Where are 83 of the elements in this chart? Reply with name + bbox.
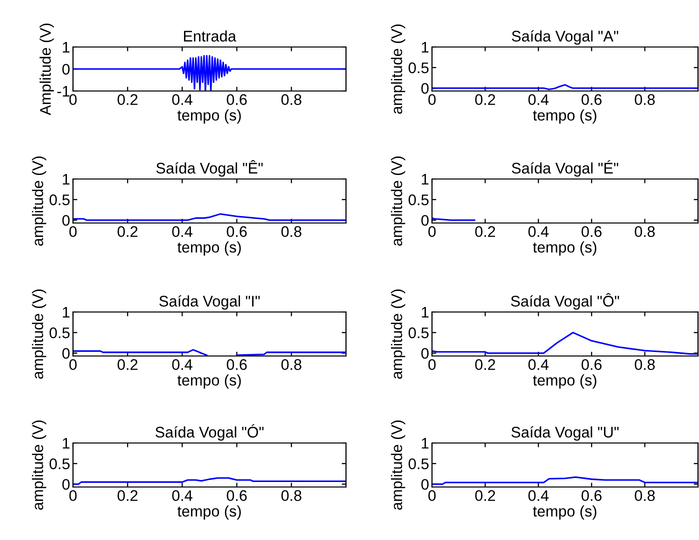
y-tick-label: 0 [421, 348, 429, 359]
y-axis-title: amplitude (V) [32, 290, 46, 379]
x-tick-label: 0.4 [172, 490, 192, 501]
x-tick-label: 0.2 [475, 226, 496, 237]
x-tick-label: 0.6 [226, 226, 247, 237]
chart-title: Saída Vogal "Ê" [156, 160, 263, 177]
x-tick-label: 0.8 [281, 490, 302, 501]
y-tick-label: 1 [62, 174, 70, 185]
y-tick-label: 0.5 [50, 327, 70, 338]
x-tick-label: 0.2 [475, 490, 496, 501]
line-series [432, 476, 698, 485]
x-tick-label: 0.6 [582, 359, 602, 370]
x-tick-label: 0.2 [475, 359, 496, 370]
x-tick-label: 0.6 [582, 226, 602, 237]
x-tick-label: 0.8 [634, 359, 655, 370]
x-axis-title: tempo (s) [532, 109, 596, 124]
x-axis-title: tempo (s) [177, 241, 241, 256]
x-tick-label: 0.8 [281, 94, 302, 105]
x-axis-title: tempo (s) [532, 374, 596, 389]
x-axis-title: tempo (s) [177, 109, 241, 124]
x-tick-label: 0.2 [118, 226, 138, 237]
x-axis-title: tempo (s) [177, 374, 241, 389]
line-series [73, 213, 346, 221]
y-tick-label: 0 [62, 64, 70, 75]
x-tick-label: 0.6 [582, 490, 602, 501]
chart-title: Saída Vogal "A" [512, 30, 618, 45]
x-tick-label: 0.4 [528, 226, 549, 237]
chart-title: Saída Vogal "I" [159, 295, 260, 310]
y-tick-label: 1 [422, 174, 428, 185]
x-tick-label: 0.6 [226, 359, 247, 370]
x-tick-label: 0.4 [528, 94, 549, 105]
y-axis-title: amplitude (V) [390, 290, 406, 379]
y-tick-label: 0 [421, 82, 429, 94]
y-tick-label: 0.5 [408, 62, 429, 74]
y-tick-label: 0 [421, 214, 429, 226]
x-tick-label: 0.6 [582, 94, 602, 105]
y-tick-label: 0 [421, 478, 429, 490]
line-series [73, 477, 346, 485]
y-axis-title: amplitude (V) [390, 156, 406, 246]
x-tick-label: 0.8 [281, 359, 302, 370]
y-axis-title: amplitude (V) [390, 24, 406, 114]
x-tick-label: 0.2 [475, 94, 496, 105]
x-tick-label: 0.4 [528, 490, 549, 501]
y-tick-label: 1 [422, 438, 428, 449]
y-tick-label: 0.5 [408, 458, 429, 470]
y-tick-label: 1 [62, 307, 70, 318]
chart-title: Saída Vogal "Ó" [156, 424, 264, 441]
x-tick-label: 0.2 [118, 359, 138, 370]
chart-title: Saída Vogal "U" [511, 426, 619, 441]
y-tick-label: 0.5 [50, 458, 70, 470]
x-tick-label: 0.6 [226, 94, 247, 105]
chart-title: Saída Vogal "É" [512, 160, 618, 177]
y-tick-label: 0 [62, 214, 70, 226]
chart-title: Saída Vogal "Ô" [511, 293, 620, 310]
chart-title: Entrada [184, 30, 236, 42]
x-axis-title: tempo (s) [177, 505, 241, 520]
x-axis-title: tempo (s) [532, 241, 596, 256]
x-tick-label: 0.8 [281, 226, 302, 237]
x-tick-label: 0.8 [634, 490, 655, 501]
y-tick-label: 0 [62, 348, 70, 359]
y-tick-label: 0.5 [50, 194, 70, 206]
x-tick-label: 0.8 [634, 94, 655, 105]
y-axis-title: amplitude (V) [32, 156, 46, 246]
x-tick-label: 0.4 [528, 359, 549, 370]
y-axis-title: amplitude (V) [390, 420, 406, 510]
x-tick-label: 0.4 [172, 94, 192, 105]
x-axis-title: tempo (s) [532, 505, 596, 520]
y-tick-label: 0.5 [408, 194, 429, 206]
x-tick-label: 0.4 [172, 359, 192, 370]
y-tick-label: 1 [62, 42, 70, 53]
y-tick-label: 0.5 [408, 327, 429, 338]
x-tick-label: 0.8 [634, 226, 655, 237]
x-tick-label: 0.4 [172, 226, 192, 237]
y-tick-label: 1 [422, 42, 428, 53]
y-axis-title: amplitude (V) [32, 420, 46, 510]
y-axis-title: Amplitude (V) [40, 24, 54, 116]
y-tick-label: 1 [422, 307, 428, 318]
y-tick-label: 0 [62, 478, 70, 490]
y-tick-label: 1 [62, 438, 70, 449]
x-tick-label: 0.6 [226, 490, 247, 501]
y-tick-label: -1 [57, 86, 70, 97]
x-tick-label: 0.2 [118, 94, 138, 105]
x-tick-label: 0.2 [118, 490, 138, 501]
